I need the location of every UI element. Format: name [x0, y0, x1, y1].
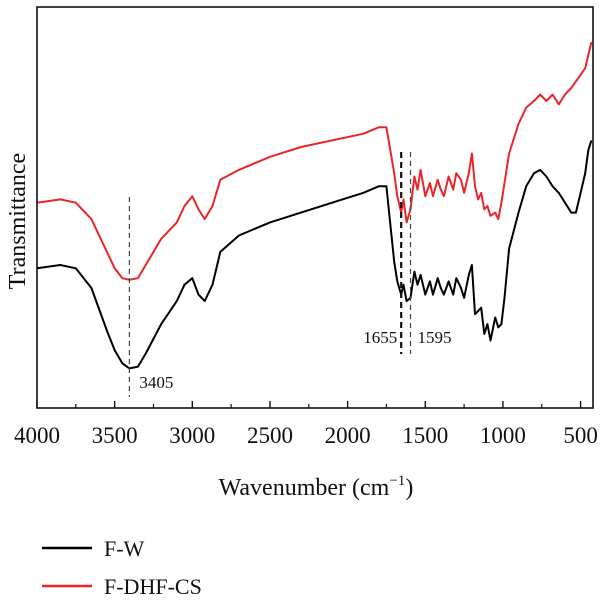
annotation-label-3405: 3405: [139, 373, 173, 392]
annotation-layer: 3405 1655 1595: [128, 152, 452, 397]
x-axis-title-sup: −1: [389, 473, 405, 489]
x-tick-label: 500: [563, 423, 598, 448]
plot-frame: [36, 6, 594, 409]
x-tick-label: 3000: [169, 423, 215, 448]
x-axis-title-end: ): [405, 475, 413, 501]
legend-label-f-w: F-W: [104, 536, 145, 561]
x-tick-label: 1500: [402, 423, 448, 448]
x-tick-label: 1000: [480, 423, 526, 448]
series-line-f-w: [36, 140, 593, 370]
annotation-label-1595: 1595: [418, 328, 452, 347]
x-axis-title: Wavenumber (cm−1): [219, 473, 414, 501]
annotation-label-1655: 1655: [363, 328, 397, 347]
series-line-f-dhf-cs: [36, 41, 593, 281]
x-axis-title-main: Wavenumber (cm: [219, 475, 390, 501]
x-tick-label: 2000: [325, 423, 371, 448]
x-axis-ticks: 4000 3500 3000 2500 2000 1500 1000 500: [14, 401, 598, 448]
plot-lines: [36, 41, 593, 370]
x-tick-label: 4000: [14, 423, 60, 448]
x-tick-label: 2500: [247, 423, 293, 448]
legend: F-W F-DHF-CS: [42, 536, 202, 599]
y-axis-title: Transmittance: [5, 153, 31, 289]
x-tick-label: 3500: [92, 423, 138, 448]
legend-label-f-dhf-cs: F-DHF-CS: [104, 574, 202, 599]
